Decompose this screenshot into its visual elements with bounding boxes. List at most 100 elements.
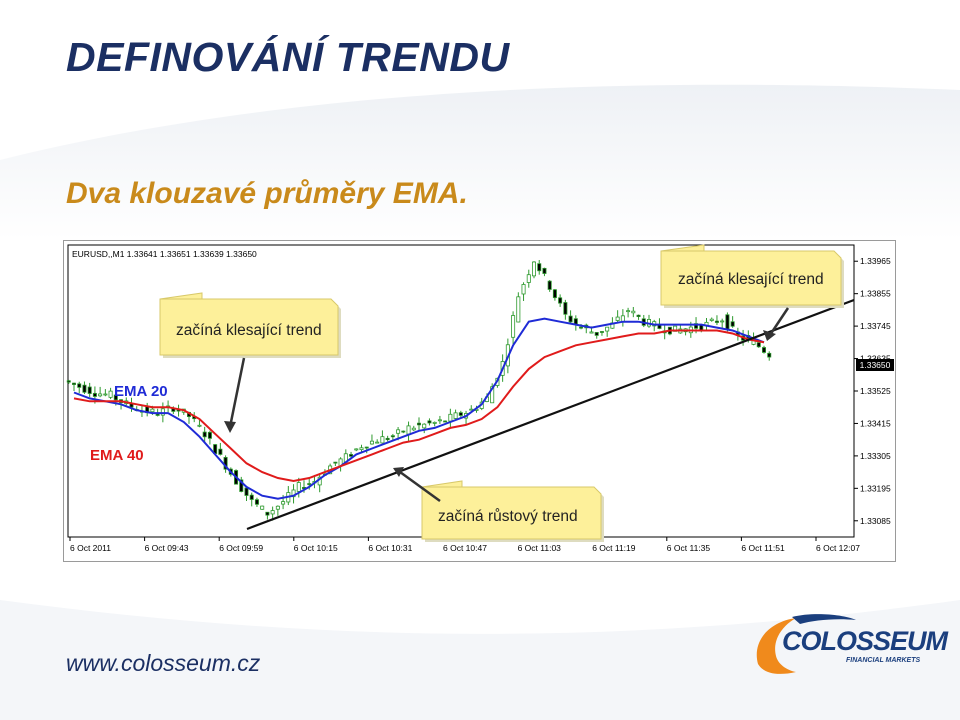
- ema40-label: EMA 40: [90, 447, 144, 464]
- x-tick-label: 6 Oct 11:35: [667, 543, 711, 553]
- ema20-line: [73, 317, 765, 500]
- x-axis: 6 Oct 2011 6 Oct 09:43 6 Oct 09:59 6 Oct 10…: [69, 537, 860, 553]
- x-tick-label: 6 Oct 11:03: [518, 543, 562, 553]
- candle-body: [558, 297, 563, 304]
- callout-left-text: začíná klesající trend: [176, 322, 322, 339]
- candle-body: [364, 446, 369, 449]
- ema-lines: [73, 317, 765, 500]
- candle-body: [521, 284, 526, 295]
- candle-body: [375, 441, 380, 444]
- candle-body: [369, 440, 374, 445]
- candle-body: [218, 448, 223, 455]
- x-tick-label: 6 Oct 10:31: [368, 543, 412, 553]
- candle-body: [547, 280, 552, 290]
- y-tick-label: 1.33635: [860, 354, 891, 364]
- candle-body: [531, 261, 536, 277]
- candle-body: [197, 424, 202, 427]
- candle-body: [615, 316, 620, 321]
- callout-bottom: začíná růstový trend: [421, 480, 604, 542]
- page-subtitle: Dva klouzavé průměry EMA.: [66, 177, 468, 210]
- candle-body: [626, 310, 631, 313]
- candle-body: [82, 384, 87, 393]
- candle-body: [568, 315, 573, 323]
- ema40-line: [73, 329, 765, 483]
- candle-body: [103, 393, 108, 396]
- candle-body: [254, 499, 259, 505]
- candle-body: [411, 427, 416, 431]
- callout-right-arrowhead: [763, 330, 776, 341]
- callout-bottom-text: začíná růstový trend: [438, 508, 578, 525]
- colosseum-logo: COLOSSEUM FINANCIAL MARKETS: [752, 612, 948, 680]
- candle-body: [260, 505, 265, 510]
- x-tick-label: 6 Oct 11:51: [741, 543, 785, 553]
- candle-body: [490, 386, 495, 404]
- page-title: DEFINOVÁNÍ TRENDU: [66, 34, 510, 80]
- candle-body: [725, 314, 730, 330]
- callout-left-arrow: [228, 357, 246, 428]
- candle-body: [77, 383, 82, 388]
- y-tick-label: 1.33745: [860, 321, 891, 331]
- candle-body: [296, 482, 301, 492]
- ema20-label: EMA 20: [114, 383, 168, 400]
- x-tick-label: 6 Oct 11:19: [592, 543, 636, 553]
- candle-body: [66, 380, 71, 383]
- candle-body: [333, 461, 338, 464]
- current-price-label: 1.33650: [860, 360, 891, 370]
- candle-body: [150, 408, 155, 413]
- y-tick-label: 1.33415: [860, 418, 891, 428]
- candle-body: [469, 408, 474, 411]
- candle-body: [453, 412, 458, 419]
- chart-svg: EURUSD,,M1 1.33641 1.33651 1.33639 1.336…: [66, 244, 894, 553]
- candle-body: [71, 382, 76, 385]
- candle-body: [730, 321, 735, 327]
- candle-body: [579, 326, 584, 329]
- candle-body: [113, 394, 118, 401]
- candle-body: [605, 326, 610, 332]
- candle-body: [516, 296, 521, 323]
- y-tick-label: 1.33855: [860, 289, 891, 299]
- candle-body: [416, 422, 421, 426]
- candle-body: [249, 494, 254, 500]
- candle-body: [275, 505, 280, 510]
- candle-body: [756, 342, 761, 348]
- candle-body: [291, 489, 296, 498]
- callout-right-text: začíná klesající trend: [678, 271, 824, 288]
- candle-body: [448, 413, 453, 422]
- candle-body: [762, 347, 767, 353]
- candle-body: [636, 314, 641, 317]
- candle-body: [406, 425, 411, 435]
- logo-tagline: FINANCIAL MARKETS: [846, 657, 921, 664]
- y-tick-label: 1.33085: [860, 516, 891, 526]
- candle-body: [620, 315, 625, 322]
- candle-body: [594, 332, 599, 336]
- candle-body: [511, 315, 516, 338]
- x-tick-label: 6 Oct 09:59: [219, 543, 263, 553]
- current-price-tag: 1.33650: [856, 359, 894, 371]
- callout-bottom-arrowhead: [393, 467, 404, 477]
- chart-header: EURUSD,,M1 1.33641 1.33651 1.33639 1.336…: [72, 249, 257, 259]
- callout-left-arrowhead: [224, 421, 236, 433]
- callout-right-arrow: [768, 307, 790, 336]
- candle-body: [349, 454, 354, 457]
- candle-body: [359, 447, 364, 451]
- footer-url[interactable]: www.colosseum.cz: [66, 650, 261, 676]
- candle-body: [599, 331, 604, 333]
- logo-swoosh-icon: [756, 614, 856, 674]
- callout-right: začíná klesající trend: [660, 244, 844, 308]
- candle-body: [155, 413, 160, 416]
- candle-body: [432, 421, 437, 424]
- candle-body: [244, 487, 249, 496]
- candle-body: [108, 390, 113, 398]
- trend-line: [246, 298, 855, 531]
- candle-body: [270, 510, 275, 515]
- candle-body: [714, 320, 719, 323]
- candle-body: [537, 263, 542, 272]
- candle-body: [239, 479, 244, 492]
- x-tick-label: 6 Oct 10:47: [443, 543, 487, 553]
- y-tick-label: 1.33525: [860, 386, 891, 396]
- candles: [66, 260, 772, 521]
- candle-body: [422, 423, 427, 429]
- y-tick-label: 1.33305: [860, 451, 891, 461]
- x-tick-label: 6 Oct 09:43: [145, 543, 189, 553]
- candle-body: [390, 435, 395, 438]
